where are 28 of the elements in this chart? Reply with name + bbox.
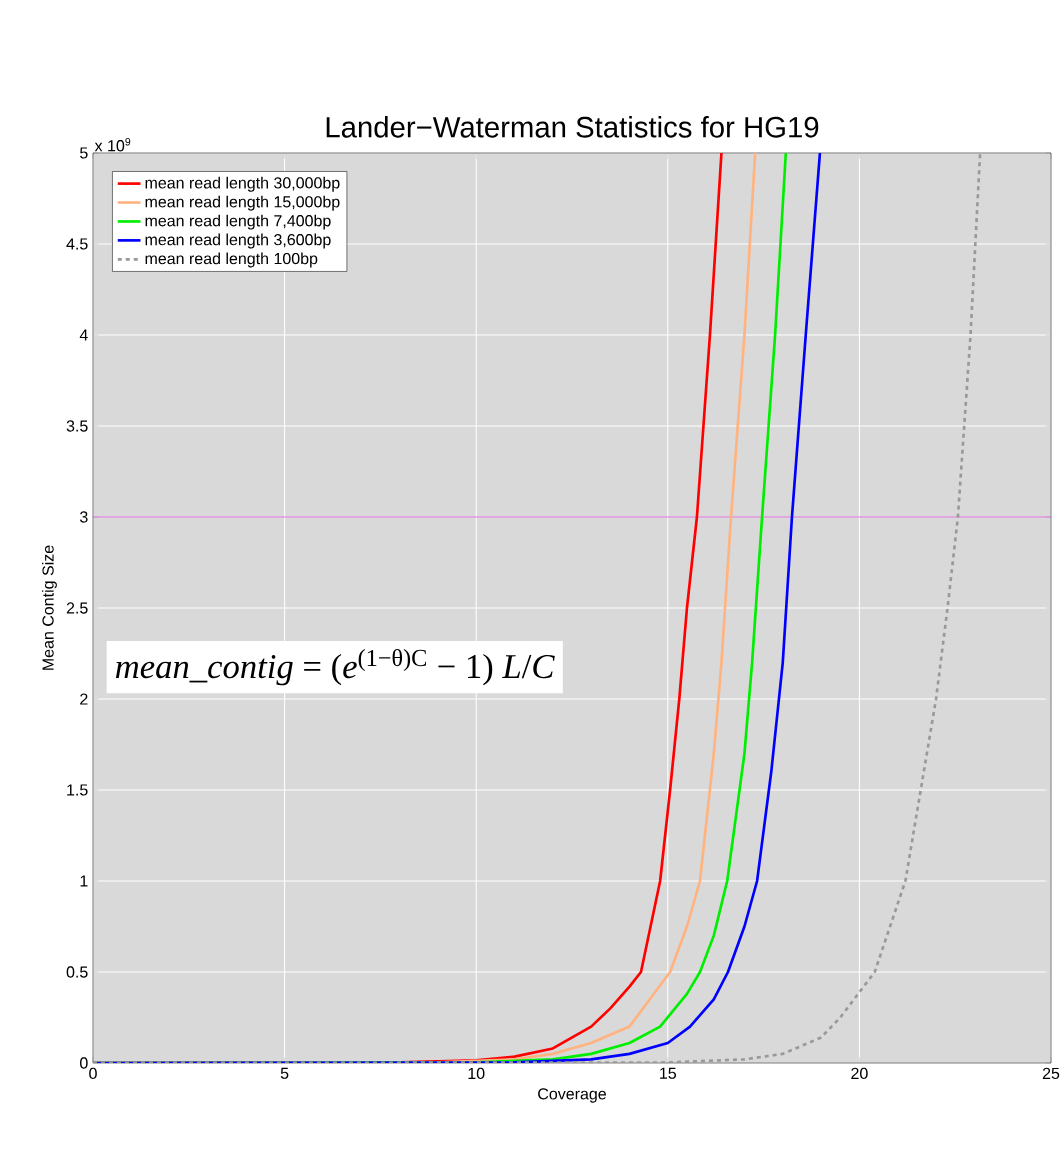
x-tick-label: 5	[280, 1067, 289, 1079]
x-tick-label: 0	[89, 1067, 97, 1080]
y-tick-label: 4.5	[66, 238, 88, 250]
legend-label: mean read length 7,400bp	[145, 214, 331, 230]
legend-label: mean read length 15,000bp	[145, 195, 340, 211]
y-tick-label: 0	[79, 1057, 88, 1069]
x-tick-label: 25	[1042, 1067, 1060, 1080]
y-tick-label: 2	[80, 693, 88, 705]
y-tick-label: 0.5	[66, 966, 88, 978]
y-tick-label: 5	[79, 147, 88, 159]
text: x 10$^{9}$	[94, 137, 131, 152]
y-tick-label: 1.5	[67, 784, 88, 796]
y-tick-label: 2.5	[66, 602, 88, 614]
legend-label: mean read length 30,000bp	[145, 176, 340, 192]
x-axis-title: Coverage	[537, 1088, 606, 1103]
legend-label: mean read length 3,600bp	[145, 233, 331, 249]
x-tick-label: 15	[659, 1067, 676, 1079]
y-tick-label: 1	[80, 875, 88, 887]
y-tick-label: 3.5	[66, 420, 88, 432]
x-tick-label: 10	[468, 1067, 485, 1080]
chart-title: Lander−Waterman Statistics for HG19	[326, 116, 819, 138]
annotation: mean_contig = (e$^{(1−θ)C}$ − 1) L/C	[115, 648, 555, 686]
x-tick-label: 20	[851, 1067, 868, 1080]
legend-label: mean read length 100bp	[145, 252, 318, 268]
y-axis-title: Mean Contig Size	[41, 545, 57, 670]
y-tick-label: 3	[79, 511, 88, 523]
y-tick-label: 4	[79, 329, 88, 341]
line-series	[92, 153, 982, 1063]
